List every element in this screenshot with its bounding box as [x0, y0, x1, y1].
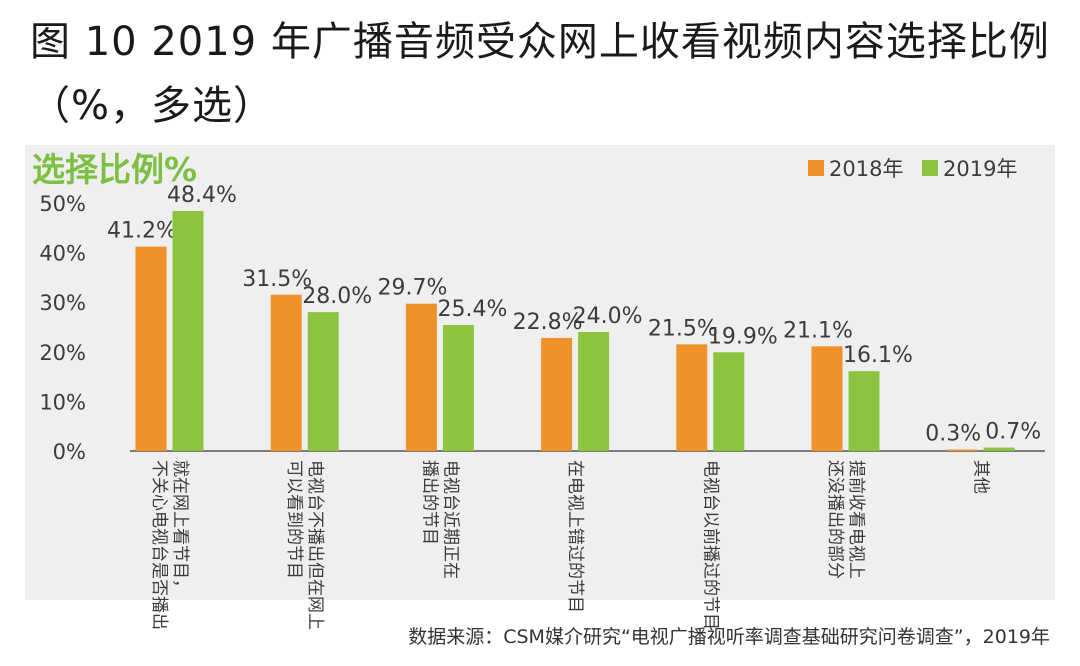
y-tick-label: 40% — [39, 242, 86, 266]
data-label: 25.4% — [437, 297, 507, 322]
bar-2018 — [541, 337, 573, 451]
bar-2018 — [270, 294, 302, 451]
bar-2018 — [405, 303, 437, 451]
bar-2019 — [442, 325, 474, 451]
category-label: 电视台以前播过的节目 — [700, 460, 720, 630]
legend-label: 2018年 — [829, 157, 903, 181]
category-label: 不关心电视台是否播出 — [149, 460, 169, 630]
category-label: 就在网上看节目， — [170, 460, 190, 596]
bar-2018 — [946, 449, 978, 451]
data-label: 48.4% — [167, 183, 237, 208]
data-label: 29.7% — [377, 276, 447, 301]
category-label: 可以看到的节目 — [284, 460, 304, 579]
category-label: 播出的节目 — [419, 460, 439, 545]
y-tick-label: 10% — [39, 390, 86, 414]
category-label: 提前收看电视上 — [846, 460, 866, 579]
category-label: 还没播出的部分 — [825, 460, 845, 579]
data-label: 19.9% — [708, 324, 778, 349]
y-tick-label: 50% — [39, 192, 86, 216]
y-tick-label: 0% — [53, 440, 86, 464]
data-label: 21.5% — [648, 316, 718, 341]
bar-2018 — [676, 344, 708, 451]
data-label: 28.0% — [302, 284, 372, 309]
category-label: 电视台近期正在 — [440, 460, 460, 579]
category-label: 电视台不播出但在网上 — [305, 460, 325, 630]
category-label: 其他 — [971, 460, 991, 494]
y-axis-title: 选择比例% — [32, 150, 197, 189]
legend-swatch-0 — [808, 160, 824, 176]
data-label: 24.0% — [573, 304, 643, 329]
legend-label: 2019年 — [943, 157, 1017, 181]
data-label: 41.2% — [107, 219, 177, 244]
bar-2019 — [713, 352, 745, 451]
y-tick-label: 20% — [39, 341, 86, 365]
data-label: 0.3% — [925, 422, 981, 447]
bar-2019 — [172, 210, 204, 451]
y-tick-label: 30% — [39, 291, 86, 315]
bar-2018 — [135, 246, 167, 451]
bar-2018 — [811, 346, 843, 451]
data-label: 31.5% — [242, 267, 312, 292]
bar-2019 — [578, 331, 610, 451]
data-label: 22.8% — [513, 310, 583, 335]
data-label: 16.1% — [843, 343, 913, 368]
category-label: 在电视上错过的节目 — [565, 460, 585, 613]
legend-swatch-1 — [922, 160, 938, 176]
bar-2019 — [848, 371, 880, 451]
bar-2019 — [983, 447, 1015, 451]
data-label: 21.1% — [783, 318, 853, 343]
bar-2019 — [307, 312, 339, 451]
data-label: 0.7% — [985, 420, 1041, 445]
chart-title: 图 10 2019 年广播音频受众网上收看视频内容选择比例（%，多选） — [30, 19, 1050, 129]
source-note: 数据来源：CSM媒介研究“电视广播视听率调查基础研究问卷调查”，2019年 — [408, 626, 1050, 648]
